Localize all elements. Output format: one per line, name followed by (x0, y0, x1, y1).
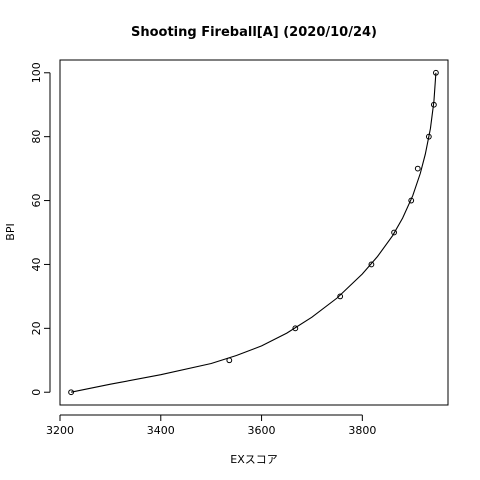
data-points (68, 69, 439, 396)
data-point (68, 389, 74, 396)
data-point (391, 229, 397, 236)
y-tick-label: 0 (30, 389, 43, 396)
y-tick-label: 20 (30, 321, 43, 335)
x-tick-label: 3800 (348, 424, 376, 437)
fitted-curve (70, 72, 437, 393)
y-tick-label: 40 (30, 257, 43, 271)
x-axis: 3200 3400 3600 3800 (46, 414, 376, 437)
data-point (368, 261, 375, 268)
data-point (433, 69, 439, 76)
y-tick-label: 60 (30, 194, 43, 208)
data-point (414, 165, 421, 172)
data-point (408, 197, 415, 204)
data-point (425, 133, 432, 140)
y-axis-label: BPI (4, 223, 17, 240)
x-tick-label: 3600 (248, 424, 276, 437)
data-point (430, 101, 437, 108)
data-point (337, 293, 344, 300)
x-axis-label: EXスコア (230, 453, 278, 466)
x-tick-label: 3400 (147, 424, 175, 437)
plot-frame (59, 59, 449, 406)
x-tick-label: 3200 (46, 424, 74, 437)
y-tick-label: 100 (30, 62, 43, 83)
y-tick-label: 80 (30, 130, 43, 144)
data-point (226, 357, 233, 364)
data-point (292, 325, 299, 332)
chart-title: Shooting Fireball[A] (2020/10/24) (131, 25, 377, 40)
y-axis: 0 20 40 60 80 100 (30, 62, 51, 396)
